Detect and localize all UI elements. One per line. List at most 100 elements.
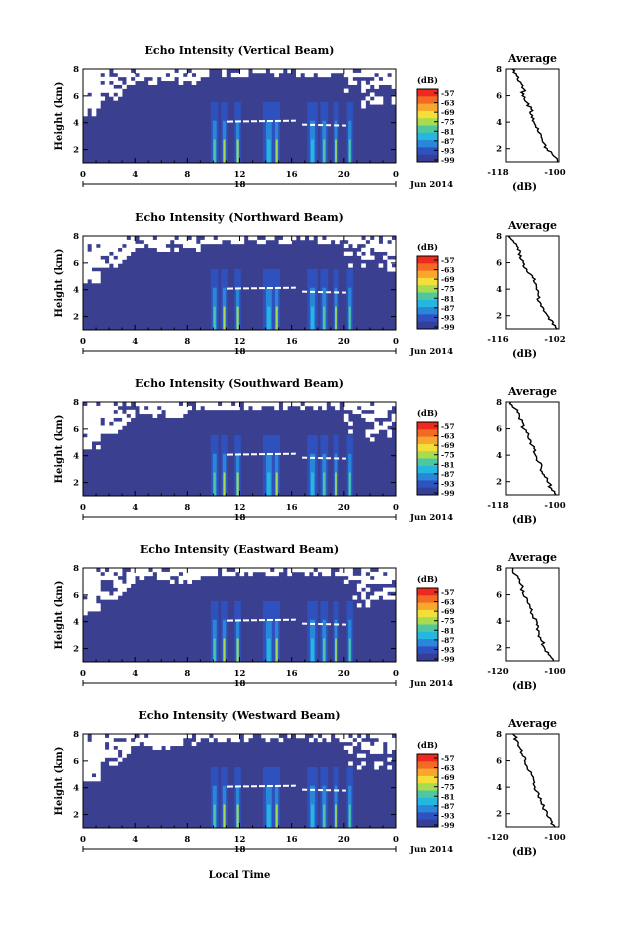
- heatmap-cell-nodata: [196, 568, 201, 573]
- colorbar-frame: [416, 255, 439, 330]
- heatmap-cell-nodata: [243, 405, 249, 411]
- colorbar-tick-label: -57: [441, 422, 455, 431]
- heatmap-cell-nodata: [304, 69, 310, 74]
- heatmap-cell-nodata: [317, 69, 323, 74]
- heatmap-cell-nodata: [374, 425, 379, 430]
- colorbar-segment: [417, 600, 438, 603]
- heatmap-cell-nodata: [122, 239, 127, 245]
- heatmap-cell-nodata: [300, 405, 306, 411]
- heatmap-cell-nodata: [209, 239, 214, 245]
- heatmap-cell-nodata: [287, 236, 292, 241]
- heatmap-cell-nodata: [274, 734, 279, 739]
- heatmap-cell-nodata: [274, 402, 279, 407]
- heatmap-cell-nodata: [191, 69, 197, 74]
- heatmap-cell-nodata: [96, 100, 101, 105]
- heatmap-cell-nodata: [365, 413, 371, 418]
- heatmap-cell-nodata: [83, 568, 88, 573]
- date-marker: 18: [234, 347, 246, 357]
- heatmap-cell-nodata: [152, 80, 158, 85]
- colorbar-tick-label: -75: [441, 783, 455, 792]
- heatmap-cell-nodata: [287, 734, 292, 739]
- heatmap-cell-nodata: [217, 239, 223, 245]
- heatmap-cell-nodata: [87, 417, 92, 422]
- colorbar-segment: [417, 281, 438, 284]
- heatmap-cell-nodata: [104, 737, 110, 743]
- heatmap-cell-nodata: [182, 239, 188, 245]
- echo-streak-peak: [223, 306, 226, 330]
- heatmap-cell-nodata: [113, 251, 119, 256]
- y-tick-label: 4: [73, 452, 79, 462]
- heatmap-cell-nodata: [87, 425, 92, 430]
- heatmap-cell-nodata: [365, 96, 371, 101]
- heatmap-cell-nodata: [387, 571, 392, 577]
- heatmap-cell-nodata: [326, 571, 332, 577]
- heatmap-cell-nodata: [109, 76, 114, 82]
- heatmap-cell-nodata: [226, 571, 232, 577]
- heatmap-cell-nodata: [156, 568, 162, 573]
- heatmap-cell-nodata: [91, 595, 97, 600]
- heatmap-cell-nodata: [143, 409, 149, 415]
- heatmap-cell-nodata: [113, 80, 119, 85]
- heatmap-cell-nodata: [369, 734, 375, 739]
- echo-streak-peak: [223, 139, 226, 163]
- heatmap-cell-nodata: [209, 402, 214, 407]
- heatmap-cell-nodata: [348, 76, 353, 82]
- heatmap-cell-nodata: [130, 741, 136, 747]
- profile-x-tick-label: -100: [544, 833, 565, 843]
- heatmap-cell-nodata: [91, 80, 97, 85]
- heatmap-cell-nodata: [83, 765, 88, 770]
- heatmap-cell-nodata: [87, 568, 92, 573]
- heatmap-cell-nodata: [139, 568, 145, 573]
- colorbar-segment: [417, 635, 438, 638]
- heatmap-cell-nodata: [109, 236, 114, 241]
- heatmap-cell-nodata: [365, 417, 371, 422]
- heatmap-cell-nodata: [91, 243, 97, 249]
- heatmap-cell-nodata: [391, 737, 397, 743]
- heatmap-cell-nodata: [348, 737, 353, 743]
- heatmap-cell-nodata: [374, 421, 379, 426]
- heatmap-cell-nodata: [117, 69, 123, 74]
- colorbar-tick-label: -75: [441, 451, 455, 460]
- heatmap-cell-nodata: [361, 568, 366, 573]
- heatmap-cell-nodata: [330, 236, 336, 241]
- colorbar-segment: [417, 425, 438, 428]
- colorbar-tick-label: -63: [441, 266, 455, 275]
- heatmap-cell-nodata: [339, 236, 345, 241]
- heatmap-cell-nodata: [113, 88, 119, 93]
- heatmap-cell-nodata: [96, 88, 101, 93]
- heatmap-cell-nodata: [348, 745, 353, 750]
- heatmap-cell-nodata: [96, 753, 101, 758]
- heatmap-cell-nodata: [87, 275, 92, 280]
- heatmap-cell-nodata: [369, 749, 375, 754]
- heatmap-cell-nodata: [83, 421, 88, 426]
- heatmap-cell-nodata: [104, 69, 110, 74]
- colorbar-segment: [417, 442, 438, 445]
- heatmap-cell-nodata: [322, 405, 327, 411]
- y-tick-label: 4: [73, 784, 79, 794]
- heatmap-cell-nodata: [196, 734, 201, 739]
- heatmap-cell-nodata: [313, 571, 319, 577]
- heatmap-cell-nodata: [96, 405, 101, 411]
- x-tick-label: 12: [234, 337, 246, 347]
- colorbar-tick-label: -63: [441, 598, 455, 607]
- heatmap-cell-nodata: [365, 745, 371, 750]
- colorbar-segment: [417, 657, 438, 660]
- colorbar-segment: [417, 160, 438, 163]
- heatmap-cell-nodata: [165, 76, 171, 82]
- colorbar-tick-label: -99: [441, 655, 455, 664]
- echo-streak-peak: [335, 139, 337, 163]
- heatmap-cell-nodata: [169, 236, 175, 241]
- colorbar-segment: [417, 801, 438, 804]
- heatmap-cell-nodata: [96, 587, 101, 592]
- y-tick-label: 8: [73, 730, 79, 740]
- heatmap-cell-nodata: [252, 568, 258, 573]
- colorbar-segment: [417, 602, 438, 605]
- heatmap-cell-nodata: [156, 243, 162, 249]
- heatmap-cell-nodata: [96, 255, 101, 260]
- heatmap-cell-nodata: [265, 236, 271, 241]
- colorbar-tick-label: -99: [441, 156, 455, 165]
- colorbar-segment: [417, 458, 438, 461]
- heatmap-cell-nodata: [391, 251, 397, 256]
- colorbar-segment: [417, 781, 438, 784]
- heatmap-cell-nodata: [339, 69, 345, 74]
